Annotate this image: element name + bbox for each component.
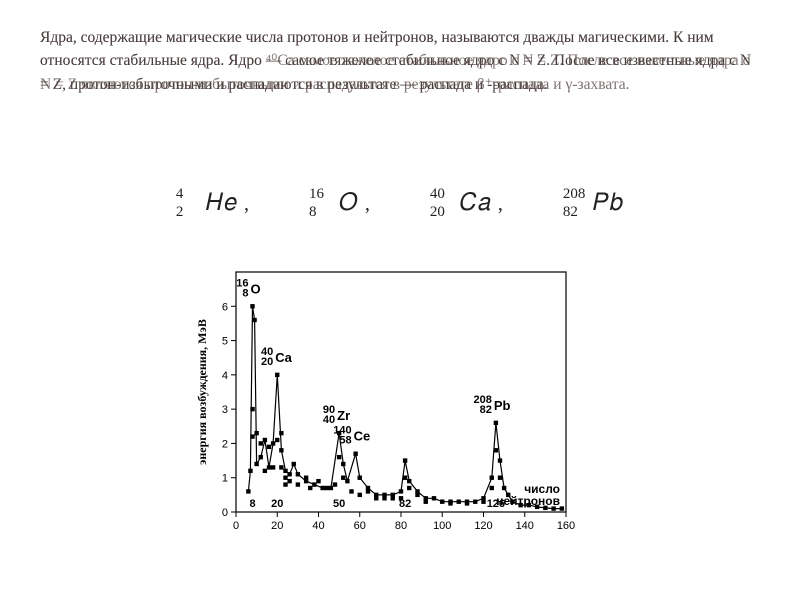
svg-text:40: 40	[312, 520, 324, 532]
svg-text:O: O	[251, 281, 261, 296]
svg-text:80: 80	[395, 520, 407, 532]
svg-text:120: 120	[474, 520, 492, 532]
svg-text:6: 6	[222, 301, 228, 313]
svg-text:8: 8	[249, 498, 255, 510]
svg-text:1: 1	[222, 473, 228, 485]
svg-text:160: 160	[557, 520, 575, 532]
svg-text:100: 100	[433, 520, 451, 532]
svg-text:126: 126	[487, 498, 505, 510]
svg-text:140: 140	[516, 520, 534, 532]
svg-text:0: 0	[233, 520, 239, 532]
isotope-item: 20882𝑃𝑏	[563, 190, 624, 217]
svg-text:Zr: Zr	[337, 408, 350, 423]
svg-text:Ca: Ca	[275, 350, 292, 365]
svg-text:82: 82	[399, 498, 411, 510]
svg-text:3: 3	[222, 404, 228, 416]
isotope-item: 42𝐻𝑒,	[176, 190, 249, 217]
text-overlay: Ядра, содержащие магические числа протон…	[40, 26, 760, 156]
svg-text:50: 50	[333, 498, 345, 510]
paragraph-front: Ядра, содержащие магические числа протон…	[40, 26, 760, 96]
svg-text:Pb: Pb	[494, 398, 511, 413]
svg-text:20: 20	[271, 498, 283, 510]
svg-text:20: 20	[261, 356, 273, 368]
isotope-list: 42𝐻𝑒, 168𝑂, 4020𝐶𝑎, 20882𝑃𝑏	[0, 190, 800, 217]
svg-text:Ce: Ce	[354, 429, 371, 444]
isotope-item: 4020𝐶𝑎,	[430, 190, 503, 217]
svg-text:0: 0	[222, 507, 228, 519]
excitation-energy-chart: 0123456020406080100120140160энергия возб…	[190, 260, 610, 570]
svg-text:5: 5	[222, 336, 228, 348]
svg-text:20: 20	[271, 520, 283, 532]
svg-text:энергия возбуждения, МэВ: энергия возбуждения, МэВ	[195, 319, 209, 465]
svg-text:58: 58	[339, 435, 351, 447]
svg-text:60: 60	[354, 520, 366, 532]
isotope-item: 168𝑂,	[309, 190, 370, 217]
svg-text:8: 8	[242, 287, 248, 299]
svg-text:4: 4	[222, 370, 228, 382]
svg-text:2: 2	[222, 438, 228, 450]
svg-text:82: 82	[480, 404, 492, 416]
